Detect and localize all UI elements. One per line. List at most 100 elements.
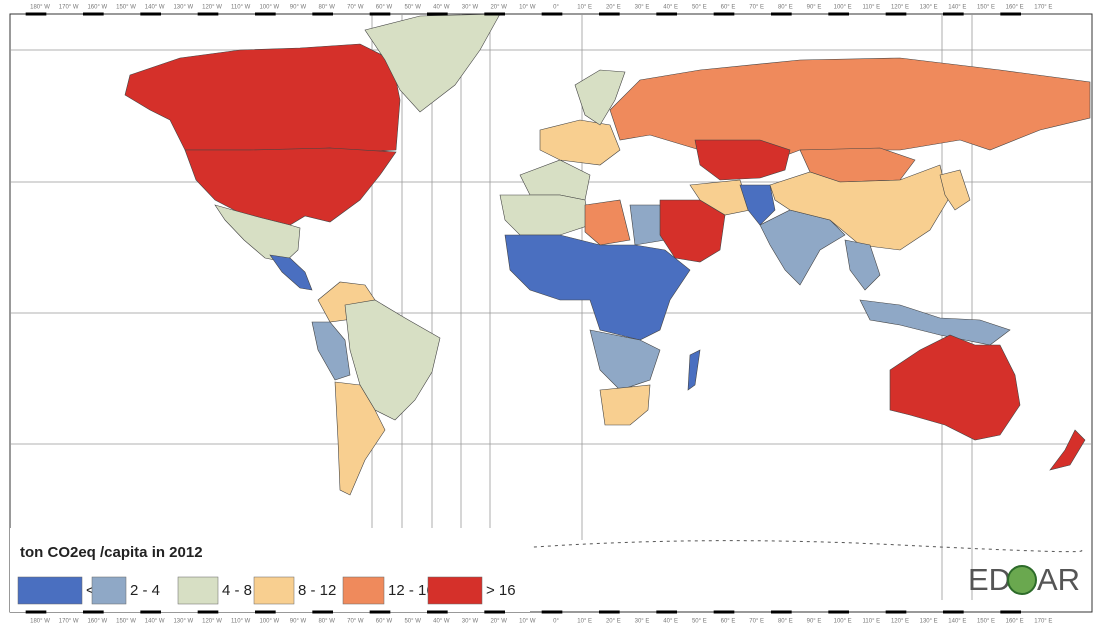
longitude-label-top: 70° E xyxy=(749,5,764,11)
longitude-label-bottom: 100° W xyxy=(259,619,279,625)
longitude-label-top: 20° E xyxy=(606,5,621,11)
mexico xyxy=(214,204,301,263)
legend-label: > 16 xyxy=(486,582,516,599)
southeast-asia xyxy=(844,239,881,291)
western-europe xyxy=(539,119,621,166)
longitude-label-top: 60° W xyxy=(376,5,393,11)
longitude-label-top: 170° W xyxy=(59,5,79,11)
legend-label: 2 - 4 xyxy=(130,582,160,599)
longitude-label-bottom: 30° W xyxy=(462,619,479,625)
iran xyxy=(689,179,751,216)
longitude-label-bottom: 90° W xyxy=(290,619,307,625)
south-africa xyxy=(599,384,651,426)
peru-ecuador xyxy=(311,321,351,381)
longitude-label-bottom: 110° E xyxy=(863,619,881,625)
legend-swatch xyxy=(253,576,295,605)
longitude-label-top: 50° E xyxy=(692,5,707,11)
longitude-label-bottom: 20° W xyxy=(490,619,507,625)
longitude-label-bottom: 60° E xyxy=(721,619,736,625)
longitude-label-top: 70° W xyxy=(347,5,364,11)
longitude-label-top: 50° W xyxy=(404,5,421,11)
countries xyxy=(124,13,1091,496)
longitude-label-bottom: 120° E xyxy=(891,619,909,625)
legend-swatch xyxy=(342,576,385,605)
longitude-label-top: 110° W xyxy=(231,5,251,11)
longitude-label-top: 160° E xyxy=(1006,5,1024,11)
longitude-label-bottom: 10° E xyxy=(577,619,592,625)
central-america xyxy=(269,254,313,291)
longitude-label-top: 180° W xyxy=(30,5,50,11)
united-states xyxy=(184,147,397,226)
longitude-label-top: 160° W xyxy=(87,5,107,11)
longitude-label-bottom: 130° E xyxy=(920,619,938,625)
southern-central-africa xyxy=(589,329,661,391)
longitude-label-bottom: 0° xyxy=(553,619,559,625)
libya xyxy=(584,199,631,246)
longitude-label-top: 140° E xyxy=(948,5,966,11)
longitude-label-bottom: 40° E xyxy=(663,619,678,625)
china xyxy=(769,164,949,251)
new-zealand xyxy=(1049,429,1086,471)
longitude-label-top: 150° E xyxy=(977,5,995,11)
longitude-label-top: 120° W xyxy=(202,5,222,11)
logo-globe xyxy=(1007,565,1037,595)
longitude-label-top: 120° E xyxy=(891,5,909,11)
longitude-label-bottom: 130° W xyxy=(173,619,193,625)
longitude-label-bottom: 30° E xyxy=(635,619,650,625)
longitude-label-top: 100° W xyxy=(259,5,279,11)
pakistan-afghanistan xyxy=(739,184,776,226)
longitude-label-bottom: 70° W xyxy=(347,619,364,625)
longitude-label-top: 80° W xyxy=(318,5,335,11)
longitude-label-top: 60° E xyxy=(721,5,736,11)
longitude-label-top: 40° E xyxy=(663,5,678,11)
madagascar xyxy=(687,349,701,391)
russia xyxy=(609,57,1091,166)
longitude-label-bottom: 140° E xyxy=(948,619,966,625)
longitude-label-bottom: 100° E xyxy=(834,619,852,625)
longitude-label-bottom: 60° W xyxy=(376,619,393,625)
legend-swatch xyxy=(177,576,219,605)
longitude-label-bottom: 150° W xyxy=(116,619,136,625)
indonesia xyxy=(859,299,1011,346)
scandinavia xyxy=(574,69,626,126)
longitude-label-top: 140° W xyxy=(145,5,165,11)
north-africa xyxy=(499,194,591,236)
longitude-label-bottom: 170° E xyxy=(1034,619,1052,625)
longitude-label-bottom: 80° E xyxy=(778,619,793,625)
antarctica-coast xyxy=(519,540,1083,553)
longitude-label-bottom: 120° W xyxy=(202,619,222,625)
longitude-label-top: 130° E xyxy=(920,5,938,11)
japan-korea xyxy=(939,169,971,211)
longitude-label-bottom: 180° W xyxy=(30,619,50,625)
longitude-label-bottom: 170° W xyxy=(59,619,79,625)
kazakhstan xyxy=(694,139,791,181)
longitude-label-bottom: 90° E xyxy=(807,619,822,625)
longitude-label-bottom: 140° W xyxy=(145,619,165,625)
longitude-label-bottom: 80° W xyxy=(318,619,335,625)
longitude-label-bottom: 50° W xyxy=(404,619,421,625)
longitude-label-top: 0° xyxy=(553,5,559,11)
legend-title: ton CO2eq /capita in 2012 xyxy=(20,544,203,561)
logo-left: ED xyxy=(968,562,1011,597)
longitude-label-bottom: 40° W xyxy=(433,619,450,625)
longitude-label-top: 80° E xyxy=(778,5,793,11)
longitude-label-top: 20° W xyxy=(490,5,507,11)
longitude-label-bottom: 10° W xyxy=(519,619,536,625)
longitude-label-bottom: 150° E xyxy=(977,619,995,625)
longitude-label-top: 130° W xyxy=(173,5,193,11)
logo-right: AR xyxy=(1037,562,1080,597)
longitude-label-top: 110° E xyxy=(863,5,881,11)
legend-label: 8 - 12 xyxy=(298,582,336,599)
longitude-label-bottom: 160° E xyxy=(1006,619,1024,625)
longitude-label-top: 100° E xyxy=(834,5,852,11)
longitude-label-top: 40° W xyxy=(433,5,450,11)
legend-swatch xyxy=(91,576,127,605)
central-africa xyxy=(504,234,691,341)
longitude-label-top: 150° W xyxy=(116,5,136,11)
longitude-label-bottom: 110° W xyxy=(231,619,251,625)
longitude-label-bottom: 160° W xyxy=(87,619,107,625)
longitude-label-top: 30° E xyxy=(635,5,650,11)
legend-swatch xyxy=(17,576,83,605)
legend-swatch xyxy=(427,576,483,605)
